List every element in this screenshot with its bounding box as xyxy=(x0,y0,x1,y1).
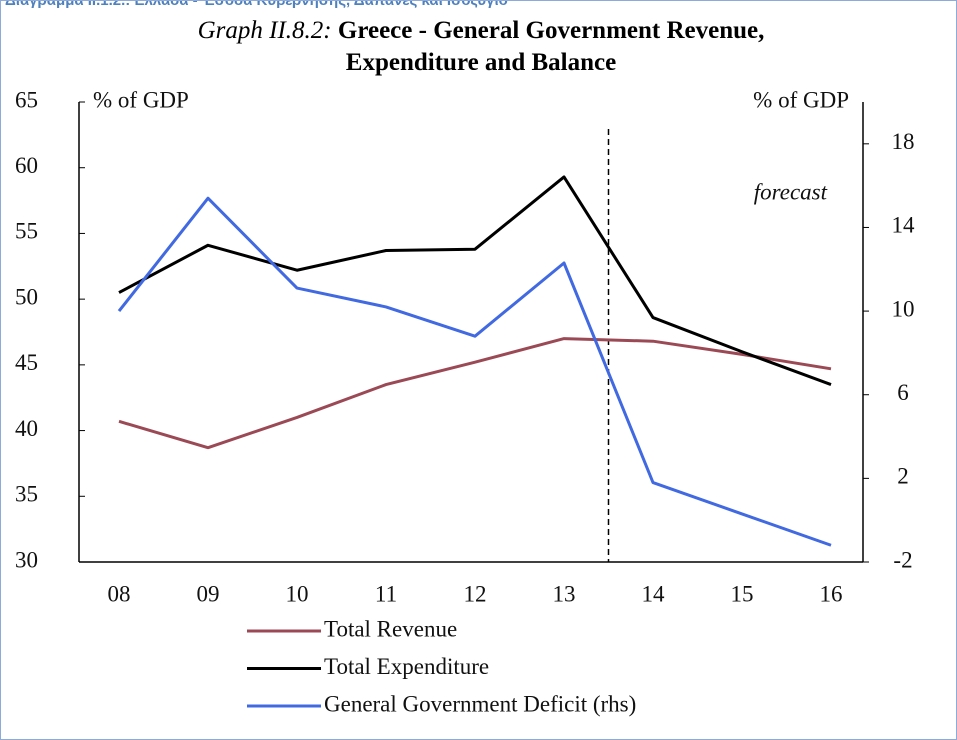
y-tick-label: 40 xyxy=(15,416,38,441)
legend-label: Total Revenue xyxy=(324,616,457,641)
y2-tick-label: 14 xyxy=(892,213,916,238)
x-tick-label: 14 xyxy=(642,581,666,606)
y2-tick-label: 10 xyxy=(892,296,915,321)
y2-tick-label: 2 xyxy=(897,464,909,489)
y2-tick-label: 6 xyxy=(897,380,909,405)
x-tick-label: 15 xyxy=(731,581,754,606)
y-tick-label: 55 xyxy=(15,219,38,244)
caption: Διάγραμμα ΙΙ.1.2.: Ελλάδα - Έσοδα Κυβέρν… xyxy=(5,0,508,9)
y-axis-label: % of GDP xyxy=(93,87,189,112)
y-tick-label: 65 xyxy=(15,87,38,112)
x-tick-label: 13 xyxy=(553,581,576,606)
title-prefix: Graph II.8.2: xyxy=(197,17,332,44)
legend-label: General Government Deficit (rhs) xyxy=(324,691,636,716)
y2-axis-label: % of GDP xyxy=(753,87,849,112)
x-tick-label: 11 xyxy=(375,581,397,606)
series-line xyxy=(117,196,832,547)
y-tick-label: 35 xyxy=(15,482,38,507)
series-line xyxy=(118,175,832,386)
y2-tick-label: 18 xyxy=(892,129,915,154)
title-text: Greece - General Government Revenue, Exp… xyxy=(337,17,765,76)
x-tick-label: 08 xyxy=(108,581,131,606)
x-tick-label: 10 xyxy=(286,581,309,606)
x-tick-label: 16 xyxy=(820,581,843,606)
x-tick-label: 12 xyxy=(464,581,487,606)
y-tick-label: 50 xyxy=(15,284,38,309)
x-tick-label: 09 xyxy=(197,581,220,606)
y-tick-label: 30 xyxy=(15,547,38,572)
y2-tick-label: -2 xyxy=(893,547,912,572)
y-tick-label: 45 xyxy=(15,350,38,375)
chart-title: Graph II.8.2: Greece - General Governmen… xyxy=(181,15,781,79)
y-tick-label: 60 xyxy=(15,153,38,178)
legend-label: Total Expenditure xyxy=(324,654,489,679)
forecast-annotation: forecast xyxy=(754,179,828,204)
series-line xyxy=(118,337,832,450)
